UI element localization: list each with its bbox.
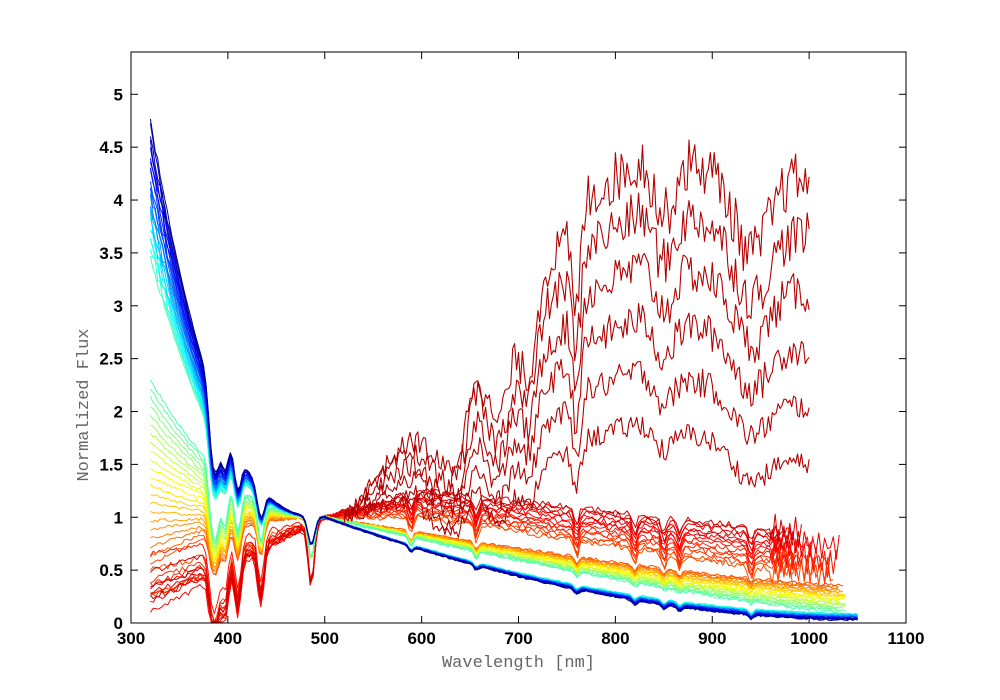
very-cool-spectrum [343,192,810,520]
y-tick-label: 4 [114,191,124,210]
y-tick-label: 3 [114,297,123,316]
x-tick-label: 1100 [888,629,925,648]
x-tick-label: 1000 [790,629,828,648]
hot-spectrum [149,118,858,621]
x-axis-label: Wavelength [nm] [442,654,595,673]
y-tick-label: 0 [114,614,123,633]
x-tick-label: 700 [504,629,532,648]
cool-spectrum [150,497,814,623]
tick-layer: 300 400 500 600 700 800 900 1000 1100 0 0.5 1 1.5 2 2.… [99,52,924,648]
x-tick-label: 400 [214,629,242,648]
x-tick-label: 600 [407,629,435,648]
very-cool-spectrum [343,139,810,521]
very-cool-spectrum [343,302,810,518]
y-tick-label: 2.5 [99,350,123,369]
very-cool-spectrum [343,360,810,531]
warm-spectrum [149,379,839,614]
y-tick-label: 1.5 [99,455,123,474]
y-tick-label: 2 [114,403,123,422]
series-layer [149,118,858,623]
very-cool-spectrum [343,252,810,520]
x-tick-label: 900 [698,629,726,648]
x-tick-label: 800 [601,629,629,648]
x-tick-label: 500 [311,629,339,648]
y-tick-label: 3.5 [99,244,123,263]
plot-background [131,52,906,623]
y-tick-label: 5 [114,85,123,104]
x-tick-label: 300 [117,629,145,648]
cool-spectrum [150,487,802,623]
y-tick-label: 0.5 [99,561,123,580]
cool-spectrum [149,497,782,623]
y-tick-label: 1 [114,508,123,527]
y-tick-label: 4.5 [99,138,123,157]
very-cool-spectrum [343,416,810,538]
y-axis-label: Normalized Flux [75,328,94,481]
